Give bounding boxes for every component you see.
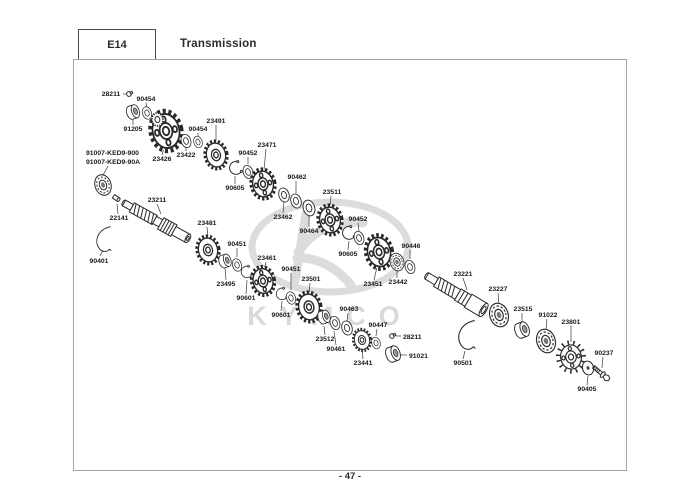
- label-91022: 91022: [539, 312, 558, 319]
- label-90605-a: 90605: [226, 185, 245, 192]
- leader-lines: [99, 93, 604, 386]
- circlip-90605-b: [340, 224, 357, 242]
- collar-23515: [512, 319, 532, 341]
- label-23461: 23461: [258, 255, 277, 262]
- section-code: E14: [107, 39, 127, 51]
- circlip-90601-b: [274, 286, 289, 302]
- label-23426: 23426: [153, 156, 172, 163]
- washer-90454-b: [191, 134, 205, 150]
- label-28211-b: 28211: [403, 334, 422, 341]
- label-91007-ked9-90a: 91007-KED9-90A: [86, 159, 140, 166]
- label-90446: 90446: [402, 243, 421, 250]
- label-90447: 90447: [369, 322, 388, 329]
- label-90452-a: 90452: [239, 150, 258, 157]
- bearing-23495: [216, 252, 234, 270]
- kymco-watermark: KYMCO: [247, 198, 412, 331]
- part-labels: 28211 90454 91205 91007-KED9-900 91007-K…: [86, 91, 614, 393]
- label-23491: 23491: [207, 118, 226, 125]
- label-90464: 90464: [300, 228, 319, 235]
- label-90405: 90405: [578, 386, 597, 393]
- bushing-91021: [383, 343, 403, 365]
- label-90461: 90461: [327, 346, 346, 353]
- label-23451: 23451: [364, 281, 383, 288]
- label-23422: 23422: [177, 152, 196, 159]
- page-number: - 47 -: [338, 471, 362, 482]
- label-90601-a: 90601: [237, 295, 256, 302]
- snapring-90401: [96, 226, 112, 252]
- label-23511: 23511: [323, 189, 342, 196]
- label-91007-ked9-900: 91007-KED9-900: [86, 150, 139, 157]
- bearing-23227: [485, 300, 513, 330]
- label-90462: 90462: [288, 174, 307, 181]
- gear-23461: [249, 264, 277, 297]
- bearing-91022: [532, 326, 560, 356]
- label-23801: 23801: [562, 319, 581, 326]
- sprocket-23801: [556, 341, 585, 373]
- washer-90447: [369, 335, 383, 351]
- page-title: Transmission: [180, 38, 257, 50]
- clip-28211-top: [126, 90, 134, 97]
- label-23441: 23441: [354, 360, 373, 367]
- label-23221: 23221: [454, 271, 473, 278]
- label-23481: 23481: [198, 220, 217, 227]
- bolt-90237: [591, 364, 611, 382]
- gear-23491: [200, 137, 232, 173]
- label-90454-b: 90454: [189, 126, 208, 133]
- gear-23471: [248, 167, 277, 201]
- snapring-90501: [458, 320, 476, 350]
- label-23501: 23501: [302, 276, 321, 283]
- label-90452-b: 90452: [349, 216, 368, 223]
- washer-90452-b: [351, 229, 367, 247]
- label-91021: 91021: [409, 353, 428, 360]
- label-23227: 23227: [489, 286, 508, 293]
- gear-23441: [349, 326, 375, 354]
- shaft-23211: [121, 199, 192, 244]
- gear-23451: [363, 233, 396, 272]
- label-90501: 90501: [454, 360, 473, 367]
- label-90451-a: 90451: [228, 241, 247, 248]
- label-90601-b: 90601: [272, 312, 291, 319]
- label-23512: 23512: [316, 336, 335, 343]
- clip-28211-bottom: [389, 332, 397, 339]
- shaft-23221: [424, 272, 489, 318]
- label-90237: 90237: [595, 350, 614, 357]
- gear-23426: [147, 108, 185, 154]
- bearing-91205: [124, 103, 142, 121]
- label-23462: 23462: [274, 214, 293, 221]
- pin-22141: [111, 193, 121, 203]
- label-22141: 22141: [110, 215, 129, 222]
- washer-23462: [276, 186, 292, 204]
- label-91205: 91205: [124, 126, 143, 133]
- label-90451-b: 90451: [282, 266, 301, 273]
- label-23442: 23442: [389, 279, 408, 286]
- section-code-box: E14: [78, 29, 156, 61]
- label-23471: 23471: [258, 142, 277, 149]
- circlip-90605-a: [227, 159, 244, 177]
- gear-23481: [192, 232, 224, 268]
- label-28211-a: 28211: [102, 91, 121, 98]
- label-90605-b: 90605: [339, 251, 358, 258]
- label-23495: 23495: [217, 281, 236, 288]
- label-23515: 23515: [514, 306, 533, 313]
- bearing-91007: [91, 172, 115, 198]
- label-90463: 90463: [340, 306, 359, 313]
- label-90401: 90401: [90, 258, 109, 265]
- label-23211: 23211: [148, 197, 167, 204]
- label-90454-a: 90454: [137, 96, 156, 103]
